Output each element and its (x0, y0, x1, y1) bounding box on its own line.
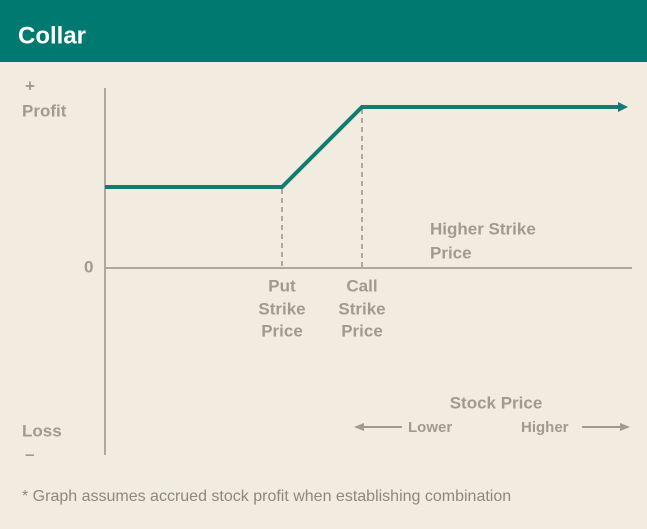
put-label: Price (261, 321, 303, 340)
annotation: Price (430, 243, 472, 262)
put-label: Strike (258, 299, 305, 318)
header-title: Collar (18, 22, 86, 49)
zero-label: 0 (84, 257, 93, 276)
minus-sign: – (25, 444, 34, 463)
loss-label: Loss (22, 421, 62, 440)
call-label: Price (341, 321, 383, 340)
higher-label: Higher (521, 419, 569, 436)
footnote: * Graph assumes accrued stock profit whe… (22, 488, 511, 505)
lower-label: Lower (408, 419, 452, 436)
call-label: Call (346, 276, 377, 295)
put-label: Put (268, 276, 296, 295)
plus-sign: + (25, 76, 35, 95)
x-axis-label: Stock Price (450, 393, 543, 412)
call-label: Strike (338, 299, 385, 318)
header-bar (0, 0, 647, 62)
profit-label: Profit (22, 101, 67, 120)
annotation: Higher Strike (430, 219, 536, 238)
payoff-line (105, 102, 628, 189)
